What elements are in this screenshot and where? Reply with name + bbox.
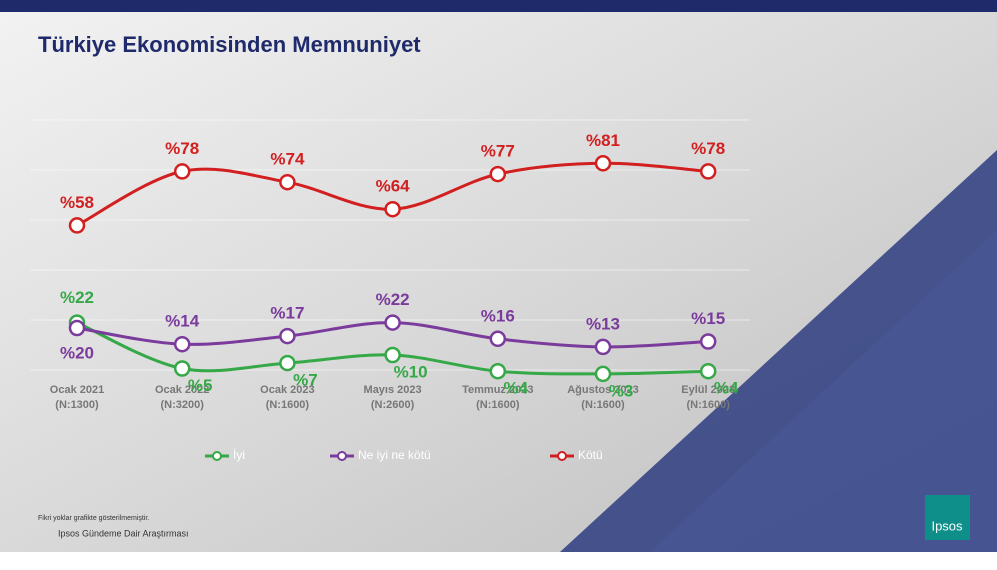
point — [68, 217, 86, 234]
legend-label: Kötü — [578, 448, 603, 462]
data-label: %4 — [714, 379, 739, 398]
data-label: %10 — [394, 362, 428, 381]
point — [594, 155, 612, 172]
data-label: %78 — [691, 139, 725, 158]
x-tick-label: Ocak 2021 — [50, 384, 104, 396]
legend-label: Ne iyi ne kötü — [358, 448, 431, 462]
x-tick-label: Temmuz 2023 — [462, 384, 533, 396]
point — [279, 327, 296, 345]
x-tick-note: (N:2600) — [371, 399, 415, 411]
point — [384, 314, 401, 331]
legend-marker — [337, 451, 347, 461]
data-label: %77 — [481, 142, 515, 161]
x-tick-label: Ağustos 2023 — [567, 384, 639, 396]
data-label: %81 — [586, 131, 620, 150]
data-label: %20 — [60, 343, 94, 362]
corner-photo — [650, 230, 997, 552]
point — [173, 360, 191, 377]
source: Ipsos Gündeme Dair Araştırması — [58, 528, 189, 538]
x-tick-label: Ocak 2023 — [260, 384, 314, 396]
logo-box — [925, 495, 970, 540]
x-tick-note: (N:1600) — [266, 399, 310, 411]
data-label: %13 — [586, 314, 620, 333]
logo: Ipsos — [931, 518, 963, 533]
point — [699, 362, 717, 380]
data-label: %78 — [165, 139, 199, 158]
x-tick-note: (N:1600) — [476, 399, 520, 411]
point — [699, 163, 717, 180]
data-label: %22 — [376, 290, 410, 309]
point — [489, 330, 507, 348]
point — [68, 319, 86, 337]
data-label: %4 — [504, 379, 529, 398]
data-label: %5 — [188, 376, 213, 395]
point — [279, 354, 296, 372]
point — [279, 173, 296, 191]
data-label: %3 — [609, 381, 634, 400]
x-tick-label: Ocak 2022 — [155, 384, 209, 396]
point — [173, 335, 191, 353]
chart-title: Türkiye Ekonomisinden Memnuniyet — [38, 32, 421, 57]
data-label: %17 — [270, 304, 304, 323]
point — [699, 333, 717, 350]
point — [489, 165, 507, 183]
x-tick-label: Mayıs 2023 — [364, 384, 422, 396]
legend-marker — [212, 451, 222, 461]
point — [594, 365, 612, 383]
x-tick-label: Eylül 2023 — [681, 384, 735, 396]
point — [489, 362, 507, 380]
x-tick-note: (N:1600) — [686, 399, 730, 411]
x-tick-note: (N:1600) — [581, 399, 625, 411]
point — [384, 346, 401, 364]
data-label: %64 — [376, 177, 411, 196]
data-label: %74 — [270, 150, 305, 169]
x-tick-note: (N:1300) — [55, 399, 99, 411]
legend-label: İyi — [233, 448, 245, 462]
data-label: %22 — [60, 288, 94, 307]
footnote: Fikri yoklar grafikte gösterilmemiştir. — [38, 515, 149, 522]
top-bar — [0, 0, 997, 12]
point — [594, 338, 612, 356]
point — [384, 200, 401, 218]
point — [173, 163, 191, 180]
data-label: %7 — [293, 371, 318, 390]
data-label: %16 — [481, 306, 515, 325]
data-label: %14 — [165, 312, 200, 331]
data-label: %15 — [691, 309, 725, 328]
data-label: %58 — [60, 193, 94, 212]
legend-marker — [557, 451, 567, 461]
x-tick-note: (N:3200) — [160, 399, 204, 411]
